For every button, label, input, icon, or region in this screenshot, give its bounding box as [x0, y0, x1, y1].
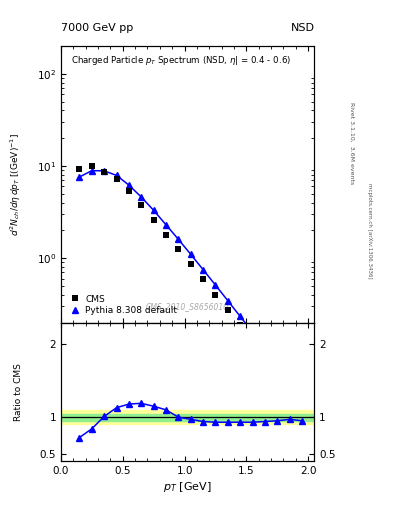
Pythia 8.308 default — [127, 182, 131, 188]
Pythia 8.308 default — [114, 173, 119, 179]
Text: 7000 GeV pp: 7000 GeV pp — [61, 23, 133, 33]
X-axis label: $p_T$ [GeV]: $p_T$ [GeV] — [163, 480, 212, 494]
Line: CMS: CMS — [76, 162, 305, 406]
Y-axis label: $d^{2}N_{ch}/d\eta\,dp_{T}$ [(GeV)$^{-1}$]: $d^{2}N_{ch}/d\eta\,dp_{T}$ [(GeV)$^{-1}… — [9, 133, 23, 236]
CMS — [102, 168, 107, 175]
CMS — [176, 246, 181, 252]
Text: CMS_2010_S8656010: CMS_2010_S8656010 — [146, 303, 229, 311]
Pythia 8.308 default — [201, 267, 206, 273]
Pythia 8.308 default — [275, 361, 280, 367]
Pythia 8.308 default — [226, 297, 230, 304]
CMS — [300, 400, 305, 406]
Pythia 8.308 default — [188, 251, 193, 258]
Pythia 8.308 default — [263, 345, 267, 351]
Pythia 8.308 default — [139, 194, 144, 200]
Pythia 8.308 default — [163, 222, 168, 228]
Pythia 8.308 default — [176, 236, 181, 242]
CMS — [201, 276, 206, 282]
CMS — [263, 353, 267, 359]
CMS — [238, 322, 242, 328]
Text: NSD: NSD — [290, 23, 314, 33]
CMS — [213, 292, 218, 298]
Pythia 8.308 default — [102, 168, 107, 174]
Text: Charged Particle $p_T$ Spectrum (NSD, $\eta$| = 0.4 - 0.6): Charged Particle $p_T$ Spectrum (NSD, $\… — [71, 54, 291, 68]
Text: mcplots.cern.ch [arXiv:1306.3436]: mcplots.cern.ch [arXiv:1306.3436] — [367, 183, 372, 278]
Line: Pythia 8.308 default: Pythia 8.308 default — [77, 168, 305, 400]
CMS — [139, 202, 144, 208]
CMS — [90, 162, 94, 168]
CMS — [226, 307, 230, 313]
CMS — [250, 337, 255, 344]
CMS — [188, 261, 193, 267]
CMS — [77, 166, 82, 173]
CMS — [287, 384, 292, 390]
CMS — [127, 187, 131, 194]
Text: Rivet 3.1.10,  3.6M events: Rivet 3.1.10, 3.6M events — [349, 102, 354, 184]
Pythia 8.308 default — [238, 313, 242, 319]
CMS — [275, 368, 280, 374]
Legend: CMS, Pythia 8.308 default: CMS, Pythia 8.308 default — [65, 292, 180, 318]
Pythia 8.308 default — [300, 394, 305, 400]
Pythia 8.308 default — [90, 167, 94, 174]
Pythia 8.308 default — [77, 174, 82, 180]
Pythia 8.308 default — [151, 207, 156, 214]
CMS — [114, 176, 119, 182]
Y-axis label: Ratio to CMS: Ratio to CMS — [14, 362, 23, 421]
Pythia 8.308 default — [213, 282, 218, 288]
Pythia 8.308 default — [250, 329, 255, 335]
CMS — [163, 231, 168, 238]
Pythia 8.308 default — [287, 377, 292, 383]
CMS — [151, 217, 156, 223]
